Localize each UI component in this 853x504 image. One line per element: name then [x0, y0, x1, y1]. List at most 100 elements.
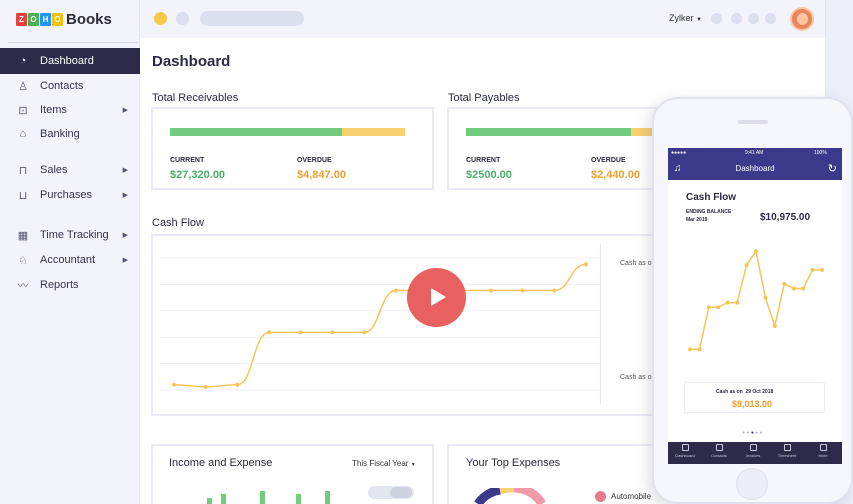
income-expense-title: Income and Expense: [169, 457, 273, 469]
phone-home-button[interactable]: [736, 468, 768, 500]
data-point[interactable]: [688, 347, 692, 352]
chart-toggle[interactable]: [368, 486, 414, 499]
sidebar-item-sales[interactable]: ⊓ Sales ▶: [0, 158, 140, 182]
data-point[interactable]: [735, 300, 740, 305]
data-point[interactable]: [235, 382, 240, 387]
data-point[interactable]: [820, 267, 824, 272]
income-bar: [325, 491, 330, 504]
receivables-current-value: $27,320.00: [170, 169, 226, 181]
sidebar-item-label: Reports: [40, 279, 79, 291]
data-point[interactable]: [810, 267, 815, 272]
bag-icon: ⊓: [18, 164, 28, 177]
topbar-icon-4[interactable]: [765, 13, 776, 24]
avatar-face: [797, 13, 808, 25]
receivables-card: [151, 107, 434, 190]
receivables-overdue-label: OVERDUE: [297, 157, 332, 164]
chevron-right-icon: ▶: [122, 232, 128, 239]
cash-as-on-date: 29 Oct 2018: [745, 389, 774, 395]
phone-header: ♫ Dashboard ↻: [668, 158, 842, 180]
chart-line-icon: 〰: [17, 280, 29, 292]
payables-title: Total Payables: [448, 92, 520, 104]
fiscal-year-dropdown[interactable]: This Fiscal Year ▼: [352, 459, 416, 468]
cash-as-on-label: Cash as on: [716, 389, 743, 395]
data-point[interactable]: [203, 384, 208, 389]
expenses-donut: [474, 488, 546, 504]
data-point[interactable]: [763, 295, 768, 300]
accountant-icon: ♘: [18, 254, 28, 267]
data-point[interactable]: [697, 347, 702, 352]
data-point[interactable]: [552, 288, 557, 293]
phone-tab-invoices[interactable]: Invoices: [738, 444, 768, 458]
topbar-icon-2[interactable]: [731, 13, 742, 24]
sidebar-item-label: Purchases: [40, 189, 92, 201]
chevron-down-icon: ▼: [410, 462, 416, 468]
sidebar-item-reports[interactable]: 〰 Reports: [0, 273, 140, 297]
sidebar-item-dashboard[interactable]: ◔ Dashboard: [0, 48, 140, 74]
data-point[interactable]: [330, 330, 335, 335]
data-point[interactable]: [172, 382, 176, 387]
data-point[interactable]: [362, 330, 367, 335]
data-point[interactable]: [584, 262, 588, 267]
topbar-icon-3[interactable]: [748, 13, 759, 24]
sidebar-item-contacts[interactable]: ♙ Contacts: [0, 74, 140, 98]
data-point[interactable]: [744, 263, 749, 268]
sidebar-item-items[interactable]: ⊡ Items ▶: [0, 98, 140, 122]
sidebar-item-accountant[interactable]: ♘ Accountant ▶: [0, 248, 140, 272]
data-point[interactable]: [772, 323, 777, 328]
data-point[interactable]: [488, 288, 493, 293]
phone-tab-timesheet[interactable]: Timesheet: [772, 444, 802, 458]
data-point[interactable]: [267, 330, 272, 335]
data-point[interactable]: [520, 288, 525, 293]
avatar[interactable]: [790, 7, 814, 31]
data-point[interactable]: [393, 288, 398, 293]
sidebar-item-label: Contacts: [40, 80, 84, 92]
sidebar-item-label: Dashboard: [40, 55, 94, 67]
receivables-current-label: CURRENT: [170, 157, 205, 164]
chevron-right-icon: ▶: [122, 192, 128, 199]
zoho-books-logo[interactable]: Z O H O Books: [16, 10, 112, 28]
tab-label: Contacts: [711, 453, 727, 458]
bell-icon[interactable]: ♫: [674, 163, 682, 174]
play-video-button[interactable]: [407, 268, 466, 327]
top-expenses-title: Your Top Expenses: [466, 457, 561, 469]
topbar-icon-1[interactable]: [711, 13, 722, 24]
phone-cash-as-on: Cash as on 29 Oct 2018: [716, 389, 773, 395]
search-placeholder[interactable]: [200, 11, 304, 26]
data-point[interactable]: [706, 305, 711, 310]
data-point[interactable]: [716, 305, 721, 310]
refresh-icon[interactable]: ↻: [827, 163, 837, 175]
notification-dot[interactable]: [154, 12, 167, 25]
org-name: Zylker: [669, 13, 694, 23]
sidebar-item-time-tracking[interactable]: ▦ Time Tracking ▶: [0, 223, 140, 247]
sidebar-item-label: Time Tracking: [40, 229, 109, 241]
logo-letter-h: H: [40, 12, 51, 26]
sidebar-item-banking[interactable]: ⌂ Banking: [0, 122, 140, 146]
data-point[interactable]: [801, 286, 806, 291]
placeholder-dot[interactable]: [176, 12, 189, 25]
tab-label: Timesheet: [777, 453, 797, 458]
data-point[interactable]: [725, 300, 730, 305]
phone-ending-label: ENDING BALANCE: [686, 209, 732, 215]
toggle-knob: [390, 487, 412, 498]
logo-letter-o: O: [28, 12, 39, 26]
phone-tab-contacts[interactable]: Contacts: [704, 444, 734, 458]
chevron-right-icon: ▶: [122, 107, 128, 114]
data-point[interactable]: [754, 249, 758, 254]
cashflow-side-label-1: Cash as o: [620, 260, 652, 267]
org-switcher[interactable]: Zylker ▼: [669, 13, 702, 23]
phone-screen: ●●●●● 9:41 AM 100% ♫ Dashboard ↻ Cash Fl…: [668, 148, 842, 464]
phone-tab-more[interactable]: More: [808, 444, 838, 458]
page-title: Dashboard: [152, 53, 231, 70]
phone-tab-dashboard[interactable]: Dashboard: [670, 444, 700, 458]
income-bar: [296, 494, 301, 504]
data-point[interactable]: [791, 286, 796, 291]
income-bar: [221, 494, 226, 504]
data-point[interactable]: [298, 330, 303, 335]
sidebar-item-purchases[interactable]: ⊔ Purchases ▶: [0, 183, 140, 207]
income-bar: [207, 498, 212, 504]
logo-letter-o2: O: [52, 12, 63, 26]
phone-header-title: Dashboard: [735, 164, 775, 173]
phone-status-bar: ●●●●● 9:41 AM 100%: [668, 148, 842, 158]
data-point[interactable]: [782, 281, 787, 286]
phone-card-title: Cash Flow: [686, 192, 737, 203]
